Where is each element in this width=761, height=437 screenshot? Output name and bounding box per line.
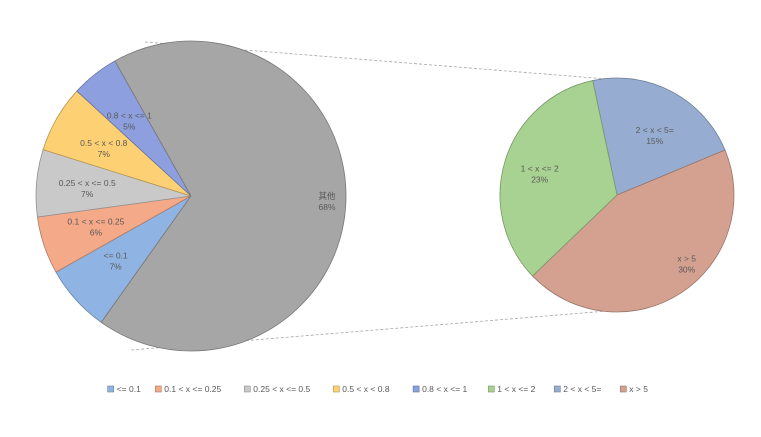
legend-swatch-0-1 [107,385,114,393]
secondary-percent-1-x-2: 23% [531,175,548,185]
data-labels: <= 0.17%0.1 < x <= 0.256%0.25 < x <= 0.5… [59,111,697,275]
legend-label-2-x-5: 2 < x < 5= [563,384,601,394]
legend-swatch-x-5 [619,385,627,393]
primary-percent-0-1-x-0-25: 6% [90,228,103,238]
legend-swatch-0-1-x-0-25 [155,385,162,393]
secondary-slice-2-x-5 [592,77,726,196]
primary-percent-other: 68% [318,202,335,212]
primary-label-0-25-x-0-5: 0.25 < x <= 0.5 [59,178,116,188]
secondary-percent-x-5: 30% [678,265,695,275]
legend-swatch-1-x-2 [487,385,495,393]
legend-label-x-5: x > 5 [629,384,648,394]
secondary-slice-1-x-2 [499,80,618,277]
legend-label-0-1: <= 0.1 [117,384,141,394]
legend-swatch-0-25-x-0-5 [244,385,251,393]
legend-swatch-0-5-x-0-8 [332,385,340,393]
legend-label-0-8-x-1: 0.8 < x <= 1 [422,384,467,394]
legend-swatch-0-8-x-1 [412,385,420,393]
legend: <= 0.1 0.1 < x <= 0.25 0.25 < x <= 0.5 0.5 … [107,384,648,394]
legend-label-0-1-x-0-25: 0.1 < x <= 0.25 [164,384,221,394]
primary-slice-other [100,40,347,352]
legend-label-1-x-2: 1 < x <= 2 [497,384,535,394]
primary-percent-0-25-x-0-5: 7% [81,189,94,199]
primary-pie [35,40,347,352]
primary-label-0-1: <= 0.1 [104,250,128,260]
secondary-label-2-x-5: 2 < x < 5= [636,125,674,135]
legend-label-0-25-x-0-5: 0.25 < x <= 0.5 [253,384,310,394]
primary-label-0-5-x-0-8: 0.5 < x < 0.8 [80,138,128,148]
secondary-label-1-x-2: 1 < x <= 2 [521,164,559,174]
secondary-slice-x-5 [531,149,735,313]
secondary-label-x-5: x > 5 [677,254,696,264]
primary-percent-0-8-x-1: 5% [123,122,136,132]
connector-line-bottom [131,310,608,351]
secondary-pie [499,77,735,313]
legend-label-0-5-x-0-8: 0.5 < x < 0.8 [342,384,390,394]
primary-label-0-8-x-1: 0.8 < x <= 1 [107,111,152,121]
primary-label-other: 其他 [318,191,336,201]
secondary-percent-2-x-5: 15% [646,136,663,146]
legend-swatch-2-x-5 [553,385,561,393]
primary-percent-0-5-x-0-8: 7% [98,149,111,159]
primary-label-0-1-x-0-25: 0.1 < x <= 0.25 [67,217,124,227]
primary-percent-0-1: 7% [109,261,122,271]
